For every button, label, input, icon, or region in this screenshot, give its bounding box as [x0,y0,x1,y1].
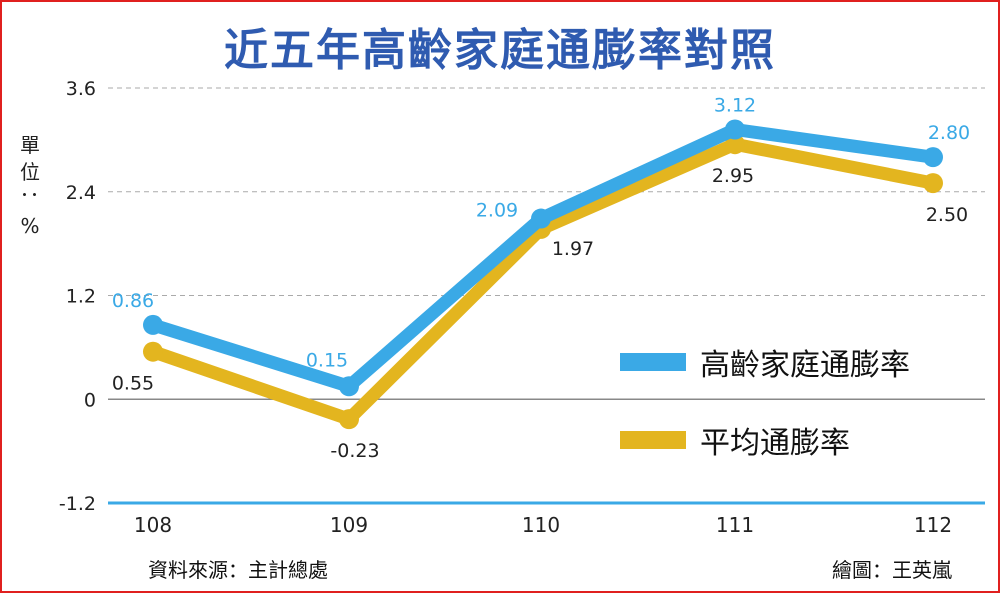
y-tick-label: 3.6 [66,78,96,100]
x-tick-label: 112 [914,513,952,537]
y-tick-label: 0 [84,389,96,411]
unit-label: 單位：% [18,132,43,240]
source-note: 資料來源：主計總處 [148,558,328,582]
x-tick-label: 110 [522,513,560,537]
unit-char: 單 [20,133,40,157]
data-point-average [725,134,745,155]
data-label-elderly: 0.86 [112,290,154,312]
unit-char: % [20,214,40,238]
data-label-average: 0.55 [112,373,154,395]
y-tick-label: 2.4 [66,182,96,204]
data-label-average: 1.97 [552,238,594,260]
data-point-elderly [531,208,551,229]
credit-note: 繪圖：王英嵐 [832,558,952,582]
legend-swatch-elderly [620,353,686,371]
legend-swatch-average [620,431,686,449]
data-label-elderly: 2.09 [476,200,518,222]
data-point-average [143,341,163,362]
data-point-elderly [725,119,745,140]
data-label-elderly: 0.15 [306,349,348,371]
x-tick-label: 109 [330,513,368,537]
data-point-elderly [143,314,163,335]
legend-item-elderly: 高齡家庭通膨率 [620,340,910,384]
x-tick-label: 111 [716,513,754,537]
data-label-average: 2.95 [712,165,754,187]
unit-char: 位 [20,160,40,184]
legend-label-elderly: 高齡家庭通膨率 [700,348,910,383]
data-point-elderly [339,376,359,397]
data-point-average [923,173,943,194]
y-tick-label: -1.2 [59,493,96,515]
data-label-average: 2.50 [926,204,968,226]
chart-title: 近五年高齡家庭通膨率對照 [224,25,776,76]
data-label-elderly: 3.12 [714,95,756,117]
legend-item-average: 平均通膨率 [620,418,850,462]
x-tick-label: 108 [134,513,172,537]
y-tick-label: 1.2 [66,286,96,308]
data-label-average: -0.23 [330,440,379,462]
data-label-elderly: 2.80 [928,122,970,144]
data-point-elderly [923,147,943,168]
data-point-average [339,409,359,430]
legend-label-average: 平均通膨率 [700,426,850,461]
